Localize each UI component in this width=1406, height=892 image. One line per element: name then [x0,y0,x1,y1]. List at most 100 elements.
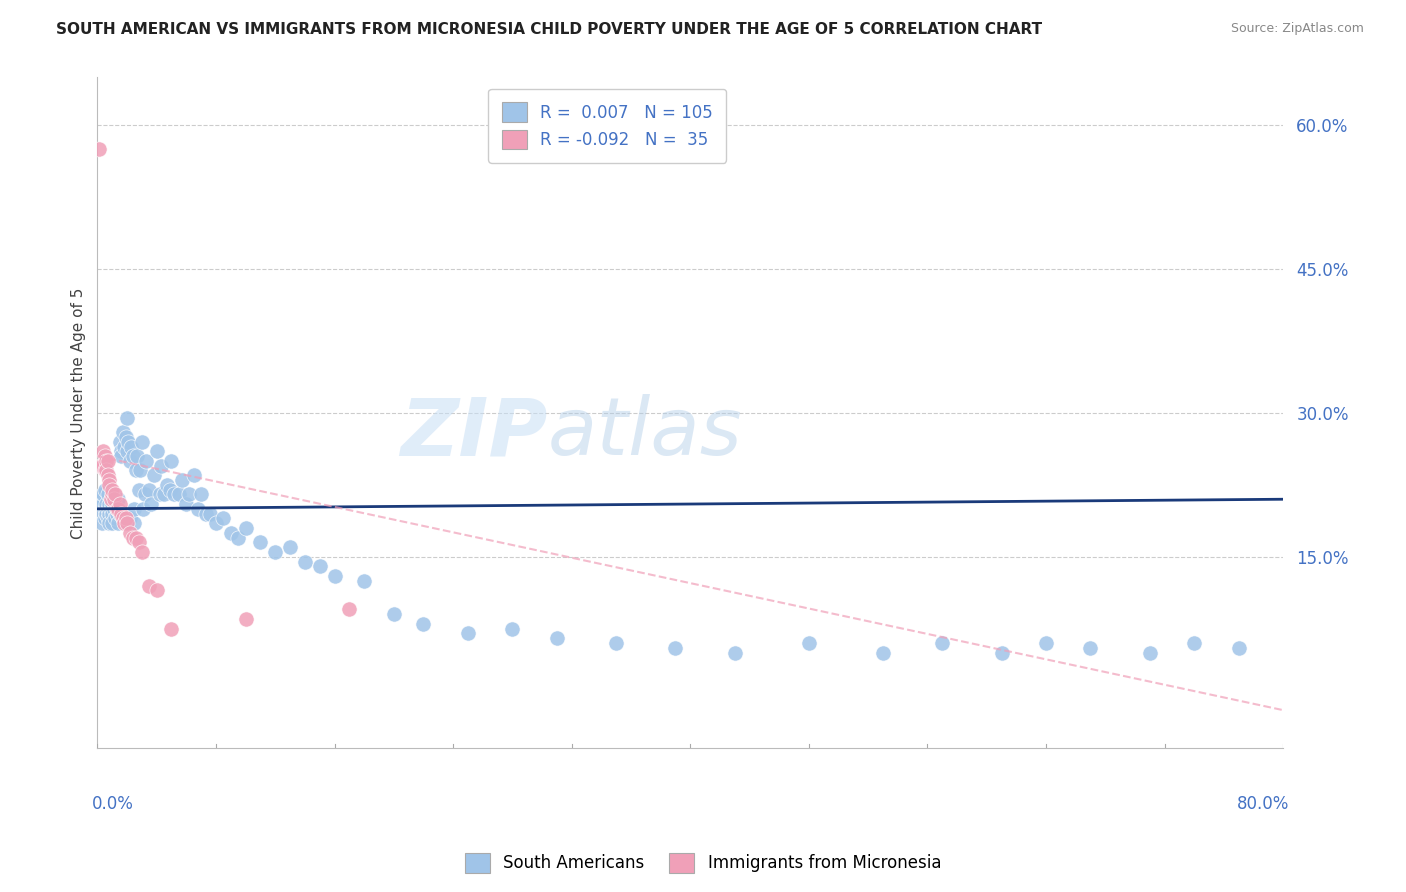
Point [103,501,125,516]
Point [101,516,124,531]
Point [212,511,235,525]
Point [129,463,152,477]
Point [114,511,136,525]
Point [94,501,117,516]
Point [94,463,117,477]
Point [117,434,139,449]
Point [105,501,128,516]
Point [194,507,217,521]
Point [98,473,121,487]
Point [91,497,114,511]
Point [94,483,117,497]
Point [990,646,1012,660]
Point [150,458,173,473]
Point [605,636,627,650]
Point [103,492,125,507]
Text: ZIP: ZIP [401,394,548,472]
Point [179,487,201,501]
Point [111,511,134,525]
Point [94,511,117,525]
Point [122,531,145,545]
Point [872,646,894,660]
Point [457,626,479,640]
Point [118,454,141,468]
Point [190,487,212,501]
Point [125,531,148,545]
Legend: R =  0.007   N = 105, R = -0.092   N =  35: R = 0.007 N = 105, R = -0.092 N = 35 [488,89,725,162]
Point [100,501,122,516]
Point [108,434,131,449]
Point [145,444,167,458]
Point [163,487,186,501]
Point [96,454,118,468]
Point [122,449,145,463]
Point [104,497,127,511]
Point [501,622,523,636]
Point [219,525,242,540]
Point [142,468,165,483]
Point [382,607,405,622]
Point [1139,646,1161,660]
Point [112,507,135,521]
Point [101,483,124,497]
Point [128,483,150,497]
Point [114,516,136,531]
Point [98,497,121,511]
Point [249,535,271,549]
Point [118,525,141,540]
Point [115,444,138,458]
Point [110,507,132,521]
Point [107,501,129,516]
Point [308,559,330,574]
Point [546,632,568,646]
Point [139,497,162,511]
Text: 0.0%: 0.0% [91,796,134,814]
Point [931,636,953,650]
Point [90,516,112,531]
Point [128,535,150,549]
Point [91,444,114,458]
Point [183,468,205,483]
Point [114,430,136,444]
Point [294,555,316,569]
Point [323,569,346,583]
Point [108,507,131,521]
Point [159,483,181,497]
Point [187,501,209,516]
Point [160,622,183,636]
Point [124,516,146,531]
Point [111,425,134,439]
Point [118,511,141,525]
Point [89,507,111,521]
Point [115,516,138,531]
Point [91,487,114,501]
Point [96,463,118,477]
Point [97,454,120,468]
Point [110,444,132,458]
Point [134,487,156,501]
Point [104,487,127,501]
Point [235,612,257,626]
Point [105,501,128,516]
Point [98,507,121,521]
Point [90,458,112,473]
Point [205,516,228,531]
Point [664,640,686,655]
Point [100,492,122,507]
Point [131,545,153,559]
Point [96,507,118,521]
Point [1182,636,1205,650]
Point [100,492,122,507]
Point [1080,640,1102,655]
Point [797,636,820,650]
Point [1035,636,1057,650]
Point [104,511,127,525]
Point [353,574,375,588]
Point [226,531,249,545]
Point [167,487,190,501]
Point [115,410,138,425]
Point [111,511,134,525]
Point [107,492,129,507]
Point [264,545,287,559]
Point [120,440,142,454]
